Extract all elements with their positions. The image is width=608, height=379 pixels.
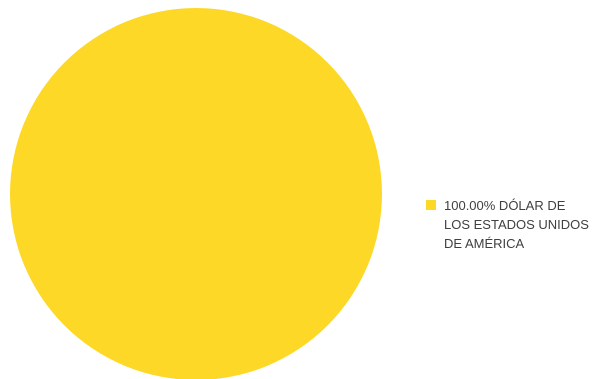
pie-slice-0 [10, 8, 382, 379]
legend: 100.00% DÓLAR DE LOS ESTADOS UNIDOS DE A… [426, 196, 606, 253]
legend-item: 100.00% DÓLAR DE LOS ESTADOS UNIDOS DE A… [426, 196, 606, 253]
legend-label: 100.00% DÓLAR DE LOS ESTADOS UNIDOS DE A… [444, 198, 589, 251]
legend-swatch [426, 200, 436, 210]
pie-chart [10, 8, 382, 379]
